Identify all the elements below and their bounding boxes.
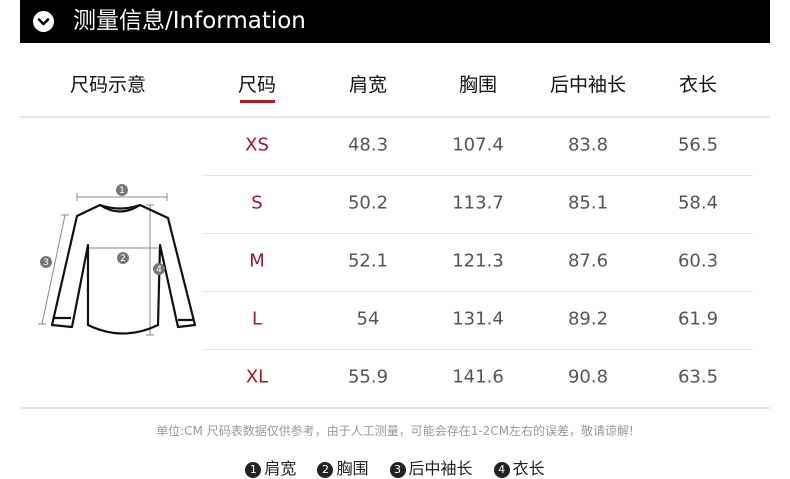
row-divider (202, 233, 753, 234)
svg-text:2: 2 (120, 254, 126, 264)
measurement-value: 85.1 (567, 192, 609, 214)
measurement-value: 55.9 (347, 366, 389, 388)
measurement-legend: 1 肩宽 2 胸围 3 后中袖长 4 衣长 (0, 455, 790, 479)
legend-item: 2 胸围 (317, 459, 368, 478)
marker-3 (40, 256, 52, 268)
measurement-value: 89.2 (567, 308, 609, 330)
marker-4 (153, 263, 165, 275)
size-label: XL (245, 366, 269, 388)
size-label: XS (245, 134, 269, 156)
section-header[interactable]: 测量信息/Information (20, 0, 770, 43)
section-title: 测量信息/Information (73, 8, 306, 34)
row-divider (202, 349, 753, 350)
measurement-value: 113.7 (452, 192, 504, 214)
col-header-shoulder: 肩宽 (348, 74, 388, 96)
measurement-value: 121.3 (452, 250, 504, 272)
row-divider (202, 291, 753, 292)
measurement-value: 54 (356, 308, 380, 330)
measurement-value: 131.4 (452, 308, 504, 330)
measurement-value: 61.9 (677, 308, 719, 330)
sweater-diagram: 1 2 3 4 (38, 184, 197, 336)
row-divider (202, 175, 753, 176)
size-label: L (251, 308, 263, 330)
col-header-chest: 胸围 (458, 74, 498, 96)
svg-text:4: 4 (156, 265, 162, 275)
col-header-length: 衣长 (678, 74, 718, 96)
measurement-value: 141.6 (452, 366, 504, 388)
measurement-value: 48.3 (347, 134, 389, 156)
measurement-value: 58.4 (677, 192, 719, 214)
size-label: S (251, 192, 263, 214)
legend-item: 3 后中袖长 (389, 459, 473, 478)
measurement-value: 50.2 (347, 192, 389, 214)
measurement-value: 56.5 (677, 134, 719, 156)
active-underline (240, 100, 275, 103)
measurement-value: 90.8 (567, 366, 609, 388)
measurement-value: 60.3 (677, 250, 719, 272)
chevron-down-icon[interactable] (33, 11, 54, 32)
header-divider (20, 116, 770, 118)
table-bottom-divider (20, 407, 770, 409)
measurement-value: 52.1 (347, 250, 389, 272)
col-header-diagram: 尺码示意 (69, 74, 147, 96)
size-label: M (249, 250, 265, 272)
measurement-value: 83.8 (567, 134, 609, 156)
disclaimer-note: 单位:CM 尺码表数据仅供参考，由于人工测量，可能会存在1-2CM左右的误差，敬… (156, 424, 634, 438)
svg-text:3: 3 (43, 258, 49, 268)
measurement-value: 87.6 (567, 250, 609, 272)
measurement-value: 63.5 (677, 366, 719, 388)
marker-1 (116, 184, 128, 196)
svg-text:1: 1 (119, 186, 125, 196)
legend-item: 1 肩宽 (245, 459, 296, 478)
col-header-sleeve: 后中袖长 (549, 74, 627, 96)
col-header-size: 尺码 (237, 74, 277, 96)
marker-2 (117, 252, 129, 264)
measurement-value: 107.4 (452, 134, 504, 156)
legend-item: 4 衣长 (493, 459, 545, 478)
